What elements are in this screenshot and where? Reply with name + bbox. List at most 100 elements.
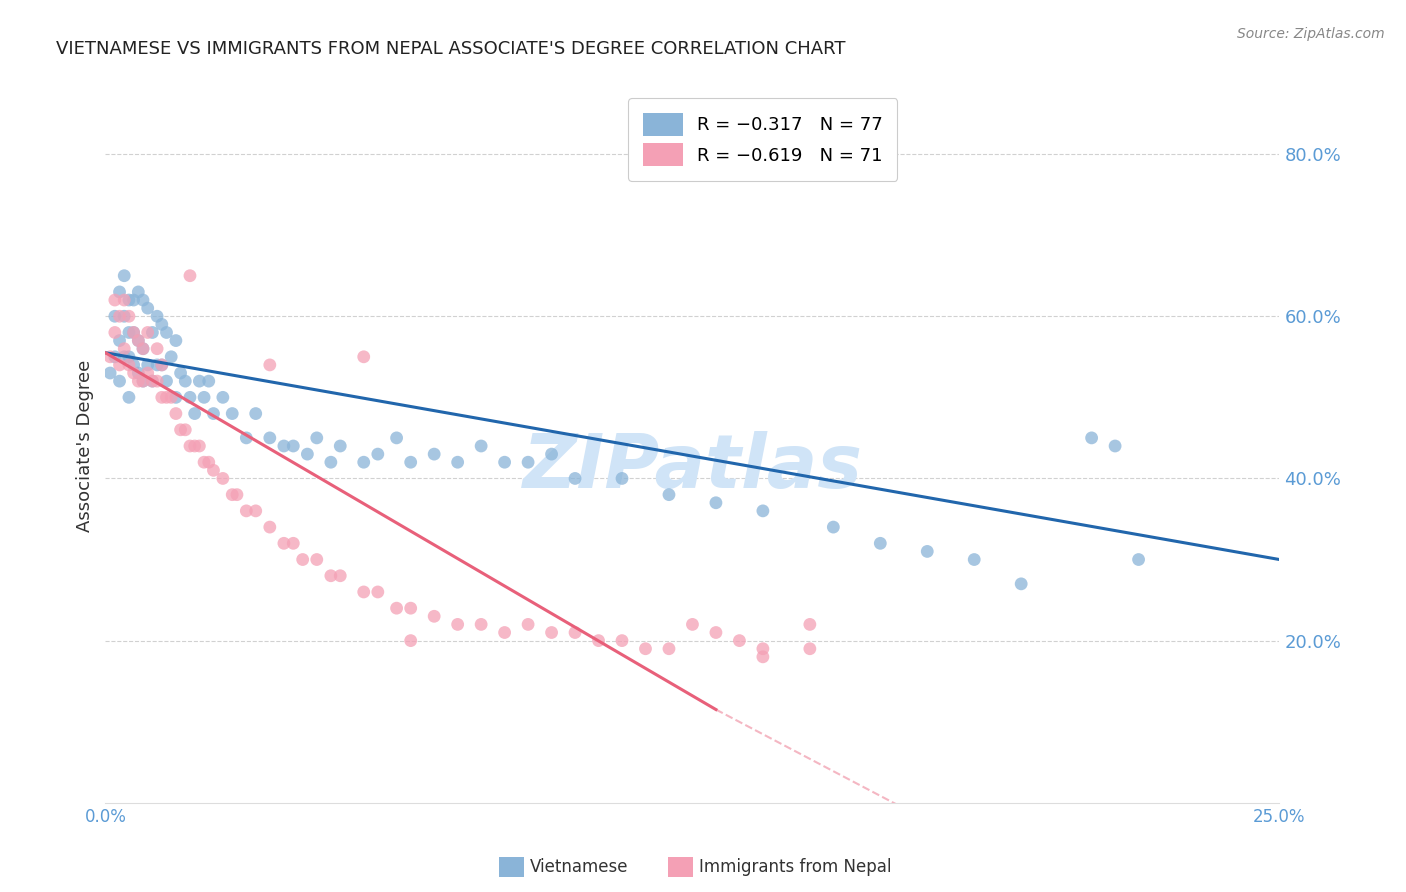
Point (146, 358, 169, 372)
Point (169, 366, 191, 380)
Point (108, 310, 131, 324)
Point (136, 301, 159, 315)
Point (150, 318, 173, 332)
Point (118, 326, 141, 340)
Point (221, 407, 243, 421)
Point (211, 390, 233, 404)
Point (179, 268, 201, 283)
Point (353, 455, 375, 469)
Point (132, 342, 155, 356)
Point (470, 439, 492, 453)
Point (122, 358, 145, 372)
Point (146, 342, 169, 356)
Point (752, 504, 775, 518)
Point (305, 552, 328, 566)
Point (132, 374, 155, 388)
Point (658, 641, 681, 656)
Point (319, 455, 342, 469)
Point (319, 568, 342, 582)
Point (141, 374, 163, 388)
Point (494, 625, 516, 640)
Point (122, 326, 145, 340)
Point (169, 423, 191, 437)
Point (193, 390, 215, 404)
Point (127, 366, 149, 380)
Point (122, 366, 145, 380)
Point (112, 268, 135, 283)
Point (869, 536, 891, 550)
Point (221, 488, 243, 502)
Y-axis label: Associate's Degree: Associate's Degree (76, 359, 94, 533)
Point (141, 326, 163, 340)
Point (104, 293, 127, 307)
Point (118, 358, 141, 372)
Point (1010, 577, 1032, 591)
Point (188, 439, 211, 453)
Point (259, 358, 281, 372)
Point (367, 447, 389, 461)
Point (104, 310, 127, 324)
Point (146, 310, 169, 324)
Point (752, 641, 775, 656)
Point (915, 544, 938, 558)
Point (132, 342, 155, 356)
Point (226, 488, 249, 502)
Point (127, 285, 149, 299)
Point (1104, 439, 1126, 453)
Point (132, 293, 155, 307)
Point (283, 439, 305, 453)
Point (150, 358, 173, 372)
Point (728, 633, 751, 648)
Point (118, 390, 141, 404)
Text: Source: ZipAtlas.com: Source: ZipAtlas.com (1237, 27, 1385, 41)
Point (385, 431, 408, 445)
Point (235, 431, 257, 445)
Point (399, 633, 422, 648)
Point (963, 552, 986, 566)
Point (165, 407, 187, 421)
Point (704, 625, 727, 640)
Point (1080, 431, 1102, 445)
Point (235, 504, 257, 518)
Point (823, 520, 845, 534)
Point (193, 455, 215, 469)
Point (118, 350, 141, 364)
Point (98, 366, 121, 380)
Point (610, 471, 633, 485)
Point (150, 390, 173, 404)
Point (165, 390, 187, 404)
Point (297, 447, 319, 461)
Point (245, 407, 267, 421)
Text: ZIPatlas: ZIPatlas (523, 431, 862, 504)
Point (155, 326, 177, 340)
Text: Immigrants from Nepal: Immigrants from Nepal (699, 858, 891, 876)
Point (112, 310, 135, 324)
Point (108, 285, 131, 299)
Point (245, 504, 267, 518)
Point (704, 496, 727, 510)
Point (259, 431, 281, 445)
Point (446, 617, 468, 632)
Point (353, 350, 375, 364)
Point (446, 455, 468, 469)
Legend: R = −0.317   N = 77, R = −0.619   N = 71: R = −0.317 N = 77, R = −0.619 N = 71 (628, 98, 897, 181)
Point (517, 455, 540, 469)
Point (122, 326, 145, 340)
Point (108, 334, 131, 348)
Point (118, 310, 141, 324)
Point (211, 471, 233, 485)
Point (197, 374, 219, 388)
Point (183, 439, 205, 453)
Point (202, 463, 225, 477)
Point (658, 488, 681, 502)
Point (273, 439, 295, 453)
Point (136, 326, 159, 340)
Point (174, 423, 197, 437)
Point (108, 358, 131, 372)
Point (329, 439, 352, 453)
Point (517, 617, 540, 632)
Point (610, 633, 633, 648)
Point (540, 625, 562, 640)
Point (681, 617, 703, 632)
Point (122, 293, 145, 307)
